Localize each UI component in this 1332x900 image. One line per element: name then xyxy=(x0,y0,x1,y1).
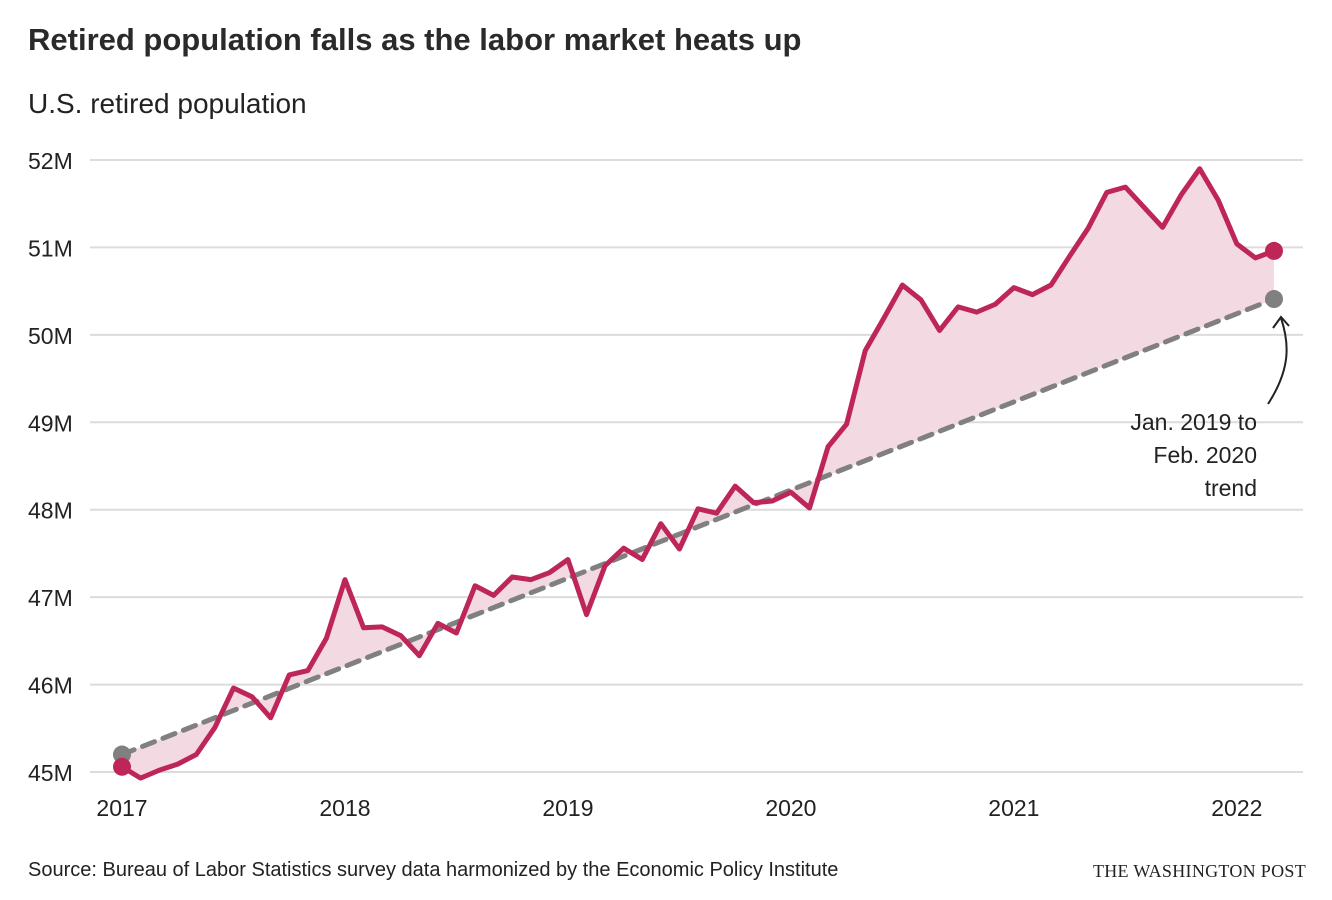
annotation-text: Feb. 2020 xyxy=(1153,442,1257,468)
x-tick-label: 2021 xyxy=(988,795,1039,821)
y-tick-label: 47M xyxy=(28,585,73,611)
y-tick-label: 46M xyxy=(28,673,73,699)
gap-area xyxy=(122,168,1274,779)
x-tick-label: 2022 xyxy=(1211,795,1262,821)
y-tick-label: 51M xyxy=(28,235,73,261)
publisher-credit: THE WASHINGTON POST xyxy=(1092,861,1306,881)
chart-title: Retired population falls as the labor ma… xyxy=(28,22,802,57)
y-tick-label: 48M xyxy=(28,498,73,524)
source-note: Source: Bureau of Labor Statistics surve… xyxy=(28,859,839,881)
annotation-text: trend xyxy=(1205,475,1257,501)
series-line xyxy=(120,166,1275,781)
y-tick-label: 49M xyxy=(28,410,73,436)
arrowhead-icon xyxy=(1272,315,1290,329)
x-tick-label: 2018 xyxy=(319,795,370,821)
y-tick-label: 52M xyxy=(28,148,73,174)
chart-subtitle: U.S. retired population xyxy=(28,88,307,119)
series-end-point xyxy=(1265,241,1283,260)
x-tick-label: 2019 xyxy=(542,795,593,821)
y-tick-label: 45M xyxy=(28,760,73,786)
y-tick-label: 50M xyxy=(28,323,73,349)
trend-end-point xyxy=(1265,290,1283,309)
series-start-point xyxy=(113,757,131,776)
x-tick-label: 2020 xyxy=(765,795,816,821)
annotation-text: Jan. 2019 to xyxy=(1130,409,1257,435)
x-tick-label: 2017 xyxy=(96,795,147,821)
trend-line xyxy=(119,296,1277,758)
annotation-arrow xyxy=(1267,317,1288,405)
